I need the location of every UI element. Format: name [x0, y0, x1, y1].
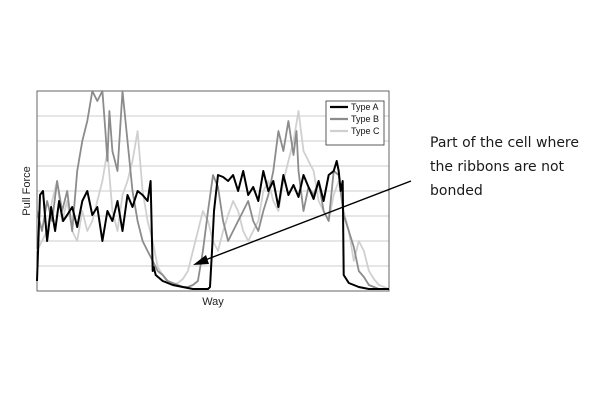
legend: Type A Type B Type C — [325, 100, 385, 146]
series-line-type-b — [36, 90, 389, 290]
annotation-arrow-line — [199, 180, 412, 263]
annotation-text: Part of the cell where the ribbons are n… — [430, 135, 579, 199]
annotation-arrow — [193, 180, 412, 265]
x-axis-label: Way — [202, 296, 224, 308]
legend-label: Type A — [351, 102, 379, 112]
plot-area-border — [36, 90, 390, 292]
y-axis-label: Pull Force — [21, 166, 33, 216]
annotation-arrowhead — [193, 255, 209, 265]
legend-box — [325, 100, 385, 146]
legend-label: Type C — [351, 126, 380, 136]
series-line-type-a — [36, 160, 389, 290]
legend-label: Type B — [351, 114, 379, 124]
